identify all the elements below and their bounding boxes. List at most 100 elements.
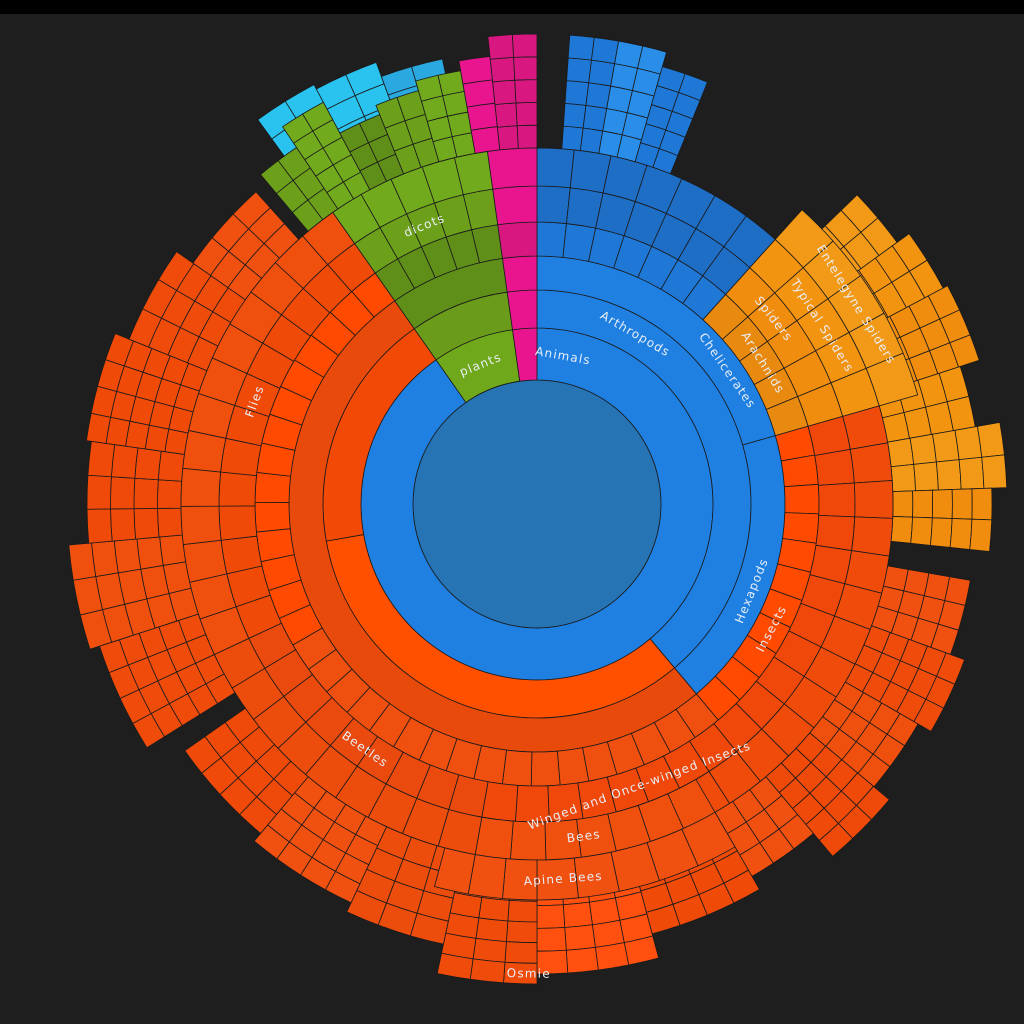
sunburst-segment-level-4[interactable]	[497, 221, 538, 259]
outer-spike-cell[interactable]	[110, 508, 136, 542]
outer-spike-cell[interactable]	[818, 822, 854, 857]
sunburst-segment-level-4[interactable]	[783, 483, 820, 515]
outer-spike-cell[interactable]	[113, 538, 142, 574]
outer-spike-cell[interactable]	[585, 82, 612, 109]
sunburst-segment-level-7[interactable]	[434, 847, 476, 895]
outer-spike-cell[interactable]	[469, 958, 506, 984]
sunburst-segment-level-4[interactable]	[780, 454, 819, 488]
outer-spike-cell[interactable]	[436, 952, 474, 980]
outer-spike-cell[interactable]	[910, 516, 933, 546]
outer-spike-cell[interactable]	[184, 735, 222, 774]
outer-spike-cell[interactable]	[134, 447, 162, 481]
outer-spike-cell[interactable]	[536, 904, 566, 929]
outer-spike-cell[interactable]	[110, 476, 136, 510]
sunburst-segment-level-6[interactable]	[536, 147, 575, 189]
sunburst-segment-level-4[interactable]	[530, 750, 561, 787]
outer-spike-cell[interactable]	[437, 70, 465, 97]
sunburst-segment-level-4[interactable]	[782, 512, 820, 544]
outer-spike-cell[interactable]	[496, 125, 519, 151]
outer-spike-cell[interactable]	[462, 79, 496, 108]
outer-spike-cell[interactable]	[157, 479, 183, 509]
outer-spike-cell[interactable]	[566, 57, 592, 84]
outer-spike-cell[interactable]	[136, 536, 164, 570]
outer-spike-cell[interactable]	[494, 102, 518, 128]
sunburst-segment-level-0[interactable]	[412, 379, 662, 629]
outer-spike-cell[interactable]	[536, 927, 567, 952]
outer-spike-cell[interactable]	[562, 102, 587, 129]
outer-spike-cell[interactable]	[133, 508, 160, 540]
outer-spike-cell[interactable]	[157, 450, 185, 482]
sunburst-segment-level-6[interactable]	[180, 505, 222, 545]
sunburst-segment-level-6[interactable]	[851, 516, 894, 557]
outer-spike-cell[interactable]	[949, 518, 973, 550]
sunburst-segment-level-4[interactable]	[536, 221, 567, 258]
sunburst-segment-level-4[interactable]	[254, 471, 292, 503]
sunburst-segment-level-4[interactable]	[254, 501, 291, 533]
outer-spike-cell[interactable]	[913, 461, 939, 492]
sunburst-segment-level-5[interactable]	[218, 471, 257, 507]
outer-spike-cell[interactable]	[591, 37, 620, 65]
outer-spike-cell[interactable]	[505, 920, 538, 944]
outer-spike-cell[interactable]	[981, 454, 1008, 489]
outer-spike-cell[interactable]	[475, 917, 509, 943]
outer-spike-cell[interactable]	[110, 444, 139, 479]
sunburst-segment-level-4[interactable]	[501, 749, 533, 787]
outer-spike-cell[interactable]	[157, 507, 183, 538]
sunburst-segment-level-5[interactable]	[492, 185, 538, 226]
outer-spike-cell[interactable]	[489, 56, 516, 83]
sunburst-segment-level-5[interactable]	[817, 482, 856, 518]
outer-spike-cell[interactable]	[909, 433, 937, 465]
outer-spike-cell[interactable]	[302, 101, 334, 132]
outer-spike-cell[interactable]	[588, 59, 616, 87]
sunburst-segment-level-5[interactable]	[536, 185, 571, 224]
outer-spike-cell[interactable]	[91, 540, 119, 577]
outer-spike-cell[interactable]	[159, 534, 187, 566]
outer-spike-cell[interactable]	[232, 191, 271, 230]
outer-spike-cell[interactable]	[958, 456, 985, 490]
sunburst-segment-level-5[interactable]	[814, 448, 855, 486]
outer-spike-cell[interactable]	[85, 412, 112, 444]
outer-spike-cell[interactable]	[515, 101, 538, 127]
outer-spike-cell[interactable]	[971, 487, 993, 521]
outer-spike-cell[interactable]	[514, 79, 538, 104]
outer-spike-cell[interactable]	[466, 102, 498, 131]
outer-spike-cell[interactable]	[890, 516, 913, 544]
outer-spike-cell[interactable]	[458, 56, 493, 85]
outer-spike-cell[interactable]	[954, 425, 983, 461]
outer-spike-cell[interactable]	[86, 508, 113, 544]
outer-spike-cell[interactable]	[564, 80, 590, 106]
outer-spike-cell[interactable]	[594, 942, 630, 971]
outer-spike-cell[interactable]	[133, 477, 159, 510]
outer-spike-cell[interactable]	[929, 517, 953, 548]
sunburst-segment-level-6[interactable]	[180, 467, 222, 507]
outer-spike-cell[interactable]	[976, 421, 1005, 458]
outer-spike-cell[interactable]	[472, 937, 507, 963]
outer-spike-cell[interactable]	[890, 463, 916, 492]
outer-spike-cell[interactable]	[932, 429, 960, 463]
outer-spike-cell[interactable]	[68, 542, 97, 581]
outer-spike-cell[interactable]	[504, 941, 538, 964]
outer-spike-cell[interactable]	[487, 34, 515, 60]
sunburst-segment-level-7[interactable]	[865, 352, 919, 407]
sunburst-segment-level-5[interactable]	[815, 514, 856, 552]
outer-spike-cell[interactable]	[492, 79, 517, 106]
outer-spike-cell[interactable]	[562, 901, 593, 928]
outer-spike-cell[interactable]	[892, 490, 914, 518]
outer-spike-cell[interactable]	[951, 488, 973, 520]
outer-spike-cell[interactable]	[470, 126, 501, 154]
outer-spike-cell[interactable]	[564, 924, 596, 951]
sunburst-segment-level-6[interactable]	[849, 442, 893, 484]
outer-spike-cell[interactable]	[567, 34, 595, 61]
sunburst-segment-level-2[interactable]	[506, 289, 538, 331]
outer-spike-cell[interactable]	[565, 946, 599, 974]
outer-spike-cell[interactable]	[87, 440, 116, 478]
outer-spike-cell[interactable]	[511, 33, 538, 58]
outer-spike-cell[interactable]	[678, 73, 708, 102]
outer-spike-cell[interactable]	[513, 56, 538, 81]
sunburst-segment-level-6[interactable]	[487, 147, 538, 190]
outer-spike-cell[interactable]	[516, 124, 538, 149]
sunburst-segment-level-3[interactable]	[502, 255, 538, 293]
outer-spike-cell[interactable]	[969, 518, 993, 552]
outer-spike-cell[interactable]	[561, 125, 584, 152]
